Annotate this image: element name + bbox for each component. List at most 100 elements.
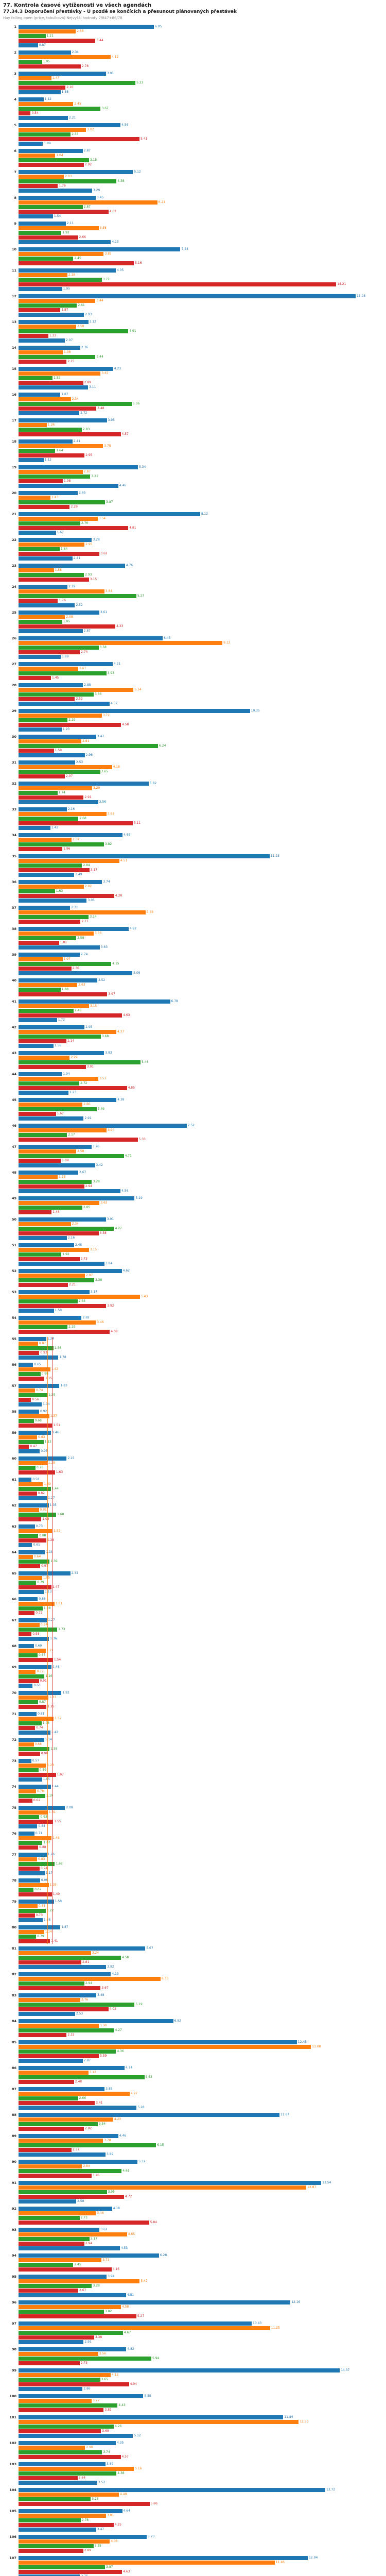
bar-row: 4.58: [19, 723, 384, 727]
group-label: 87: [11, 2087, 16, 2091]
bar: [19, 397, 71, 402]
bar-value-label: 3.02: [87, 128, 94, 132]
bar: [19, 936, 77, 941]
bar-value-label: 1.13: [45, 1590, 52, 1594]
bar: [19, 791, 58, 795]
bar: [19, 1998, 80, 2003]
bar: [19, 2335, 94, 2340]
bar: [19, 453, 85, 458]
bar-value-label: 0.83: [38, 1435, 45, 1439]
bar-row: 4.18: [19, 2207, 384, 2211]
bar-row: 13.54: [19, 2181, 384, 2185]
bar-group: 44 1.94 3.57 2.72 4.85 2.23: [12, 1072, 384, 1095]
bar-row: 3.15: [19, 1248, 384, 1252]
bar-value-label: 1.67: [57, 531, 64, 535]
bar-row: 0.93: [19, 1351, 384, 1355]
bar-row: 1.89: [19, 1159, 384, 1163]
bar-group: 27 4.21 2.67 3.93 1.45: [12, 662, 384, 681]
bar-row: 3.27: [19, 2399, 384, 2403]
bar-row: 4.51: [19, 859, 384, 863]
bar: [19, 1231, 99, 1236]
bar: [19, 465, 138, 470]
bar: [19, 1752, 40, 1756]
bar-row: 1.46: [19, 1431, 384, 1435]
bar: [19, 2420, 299, 2425]
bar-value-label: 12.87: [307, 2185, 317, 2190]
bar-value-label: 2.32: [71, 1571, 79, 1575]
bar-value-label: 1.58: [55, 749, 62, 753]
bar-value-label: 9.12: [223, 641, 231, 645]
bar-value-label: 2.76: [81, 346, 89, 350]
bar-value-label: 1.33: [49, 334, 57, 338]
bar-value-label: 3.95: [108, 2190, 115, 2194]
bar-row: 2.84: [19, 2164, 384, 2169]
bar: [19, 423, 47, 428]
bar-value-label: 1.92: [62, 231, 69, 235]
bar-row: 0.85: [19, 1904, 384, 1909]
bar-value-label: 2.93: [85, 573, 92, 577]
bar: [19, 1492, 37, 1496]
bar-value-label: 2.81: [82, 739, 90, 743]
bar: [19, 2556, 308, 2561]
bar-value-label: 3.63: [100, 945, 108, 950]
bar-row: 1.03: [19, 1721, 384, 1726]
bar-row: 4.58: [19, 1956, 384, 1960]
bar-value-label: 2.08: [66, 1806, 73, 1810]
bar-row: 2.03: [19, 175, 384, 179]
bar-value-label: 3.92: [107, 1965, 114, 1969]
bar-row: 4.46: [19, 484, 384, 488]
bar: [19, 1658, 53, 1663]
bar-row: 0.87: [19, 43, 384, 48]
bar: [19, 2185, 307, 2190]
bar: [19, 1355, 59, 1360]
bar: [19, 2352, 98, 2357]
bar-group: 34 4.65 2.37 3.82 1.96: [12, 833, 384, 852]
bar-value-label: 3.81: [104, 252, 112, 256]
bar: [19, 2019, 173, 2024]
bar-row: 3.58: [19, 2024, 384, 2028]
bar-row: 1.27: [19, 1618, 384, 1623]
bar-row: 3.35: [19, 2544, 384, 2549]
bar-row: 4.25: [19, 2523, 384, 2528]
bar-value-label: 1.45: [51, 676, 59, 680]
bar-row: 1.25: [19, 1705, 384, 1709]
bar-value-label: 4.15: [112, 962, 119, 966]
group-label: 51: [11, 1243, 16, 1247]
bar-group: 50 3.91 2.34 4.27 3.58 2.16: [12, 1217, 384, 1241]
bar-value-label: 4.36: [117, 2049, 124, 2054]
bar-row: 0.74: [19, 1388, 384, 1393]
bar-row: 2.92: [19, 163, 384, 167]
bar: [19, 782, 149, 786]
bar: [19, 1342, 38, 1346]
bar: [19, 1248, 89, 1252]
bar: [19, 1824, 38, 1829]
bar-group: 51 2.48 3.15 1.92 2.73 3.84: [12, 1243, 384, 1266]
bar: [19, 1836, 52, 1841]
bar-value-label: 11.67: [280, 2113, 290, 2117]
group-label: 55: [11, 1336, 16, 1341]
bar-row: 3.91: [19, 2514, 384, 2518]
bar: [19, 294, 356, 299]
bar: [19, 474, 91, 479]
bar: [19, 222, 66, 226]
bar-value-label: 4.25: [114, 2523, 121, 2527]
bar: [19, 2518, 81, 2523]
bar-row: 2.53: [19, 760, 384, 765]
bar: [19, 1180, 92, 1184]
bar-value-label: 2.91: [84, 1116, 92, 1121]
bar-row: 2.45: [19, 2263, 384, 2267]
bar-value-label: 3.15: [90, 1248, 97, 1252]
bar-value-label: 2.78: [81, 64, 89, 69]
bar-value-label: 3.89: [106, 2462, 114, 2466]
bar-group: 23 4.76 1.58 2.93 3.15: [12, 564, 384, 582]
bar-value-label: 4.81: [127, 2293, 134, 2297]
bar-row: 0.65: [19, 1363, 384, 1367]
bar-row: 2.63: [19, 983, 384, 988]
bar-value-label: 1.92: [62, 1252, 69, 1257]
bar-row: 3.15: [19, 1004, 384, 1009]
bar-row: 1.49: [19, 1892, 384, 1897]
bar: [19, 2087, 105, 2092]
bar-value-label: 3.48: [97, 406, 104, 411]
bar-row: 3.67: [19, 107, 384, 111]
bar-value-label: 1.64: [56, 449, 63, 453]
